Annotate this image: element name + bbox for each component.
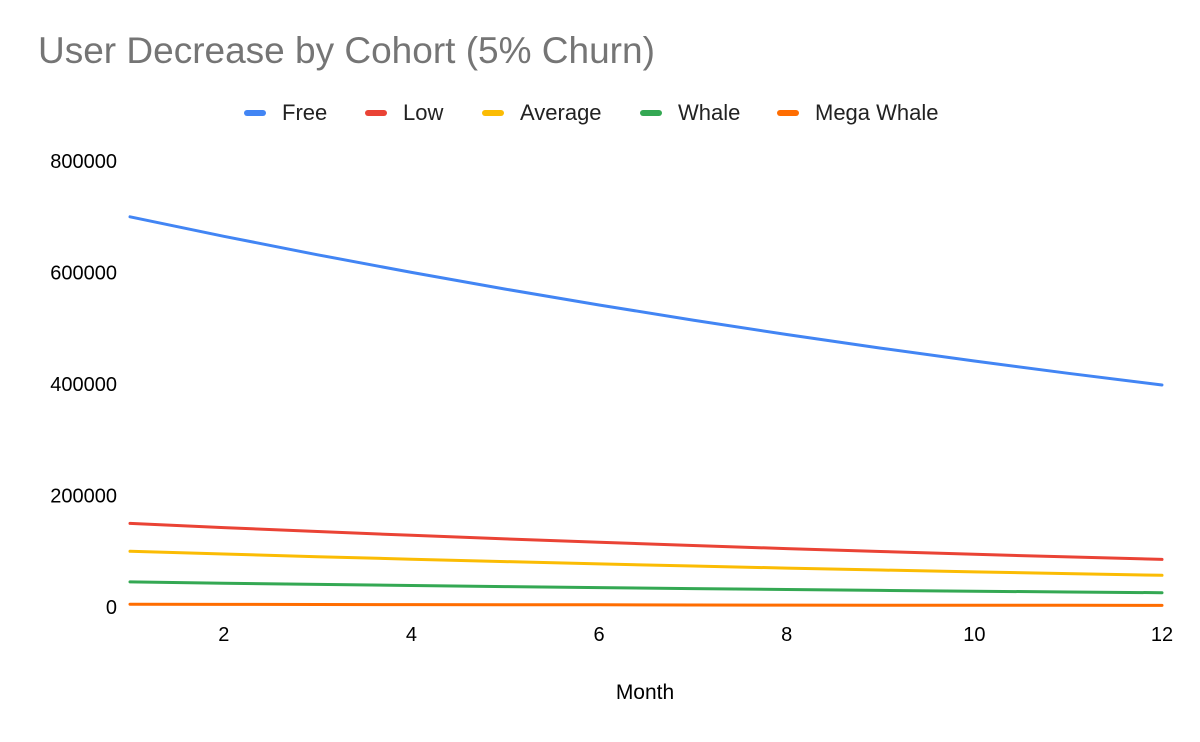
x-tick-label: 10 xyxy=(963,624,985,646)
legend-item-average[interactable]: Average xyxy=(482,98,602,128)
legend-item-low[interactable]: Low xyxy=(365,98,443,128)
legend-swatch xyxy=(482,110,504,116)
legend-swatch xyxy=(777,110,799,116)
legend-label: Average xyxy=(520,100,602,125)
x-axis-ticks: 2 4 6 8 10 12 xyxy=(218,624,1173,646)
x-axis-title: Month xyxy=(616,681,674,704)
series-line-free xyxy=(128,215,1164,387)
legend-label: Free xyxy=(282,100,328,125)
y-tick-label: 400000 xyxy=(50,374,117,396)
legend-label: Mega Whale xyxy=(815,100,939,125)
series-lines xyxy=(128,215,1164,607)
chart-title: User Decrease by Cohort (5% Churn) xyxy=(38,30,655,71)
y-axis-ticks: 0 200000 400000 600000 800000 xyxy=(50,151,117,619)
legend-item-free[interactable]: Free xyxy=(244,98,327,128)
y-tick-label: 200000 xyxy=(50,486,117,508)
legend: Free Low Average Whale Mega Whale xyxy=(0,98,1200,128)
series-line-mega-whale xyxy=(128,602,1164,607)
x-tick-label: 4 xyxy=(406,624,417,646)
y-tick-label: 0 xyxy=(106,597,117,619)
y-tick-label: 800000 xyxy=(50,151,117,173)
series-line-whale xyxy=(128,580,1164,595)
legend-swatch xyxy=(244,110,266,116)
legend-item-whale[interactable]: Whale xyxy=(640,98,740,128)
x-tick-label: 8 xyxy=(781,624,792,646)
legend-label: Whale xyxy=(678,100,741,125)
legend-label: Low xyxy=(403,100,444,125)
legend-swatch xyxy=(640,110,662,116)
y-tick-label: 600000 xyxy=(50,263,117,285)
legend-item-mega-whale[interactable]: Mega Whale xyxy=(777,98,939,128)
legend-swatch xyxy=(365,110,387,116)
series-line-average xyxy=(128,549,1164,577)
x-tick-label: 2 xyxy=(218,624,229,646)
series-line-low xyxy=(128,521,1164,561)
x-tick-label: 12 xyxy=(1151,624,1173,646)
x-tick-label: 6 xyxy=(594,624,605,646)
